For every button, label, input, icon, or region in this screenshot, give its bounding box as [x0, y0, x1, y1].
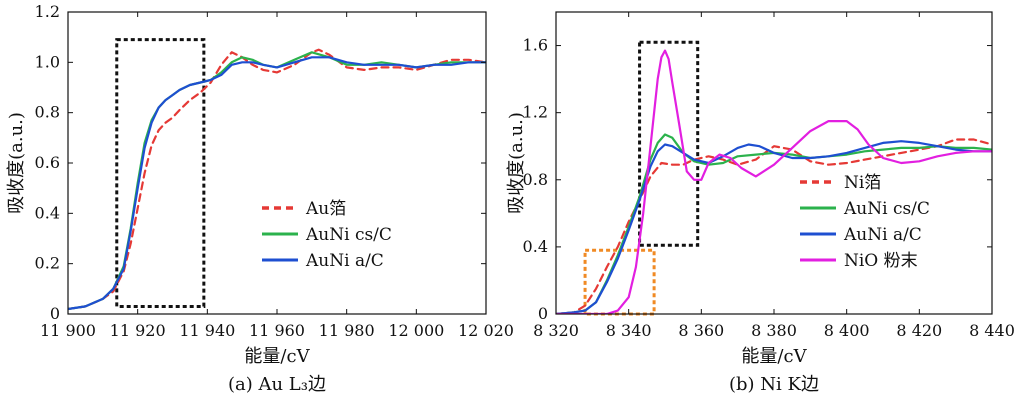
panel-caption: (a) Au L₃边	[228, 374, 326, 395]
legend-label-1: AuNi cs/C	[305, 225, 392, 245]
x-tick-label: 11 980	[319, 321, 375, 340]
panel-caption: (b) Ni K边	[729, 374, 819, 395]
series-line-3	[556, 49, 992, 314]
series-line-1	[556, 133, 992, 314]
legend-label-0: Au箔	[305, 199, 346, 219]
legend: Au箔 AuNi cs/C AuNi a/C	[262, 199, 392, 271]
x-axis-label: 能量/cV	[244, 346, 310, 367]
series-line-2	[68, 56, 486, 311]
series-group	[68, 48, 486, 311]
legend-label-2: AuNi a/C	[305, 251, 384, 271]
plot-frame	[67, 11, 487, 315]
y-tick-label: 0	[538, 304, 548, 323]
series-group	[556, 49, 992, 314]
x-tick-label: 11 960	[249, 321, 305, 340]
x-tick-label: 8 380	[751, 321, 797, 340]
x-tick-label: 11 920	[110, 321, 166, 340]
legend-label-1: AuNi cs/C	[843, 199, 930, 219]
y-tick-label: 0.8	[523, 170, 548, 189]
x-tick-label: 8 320	[533, 321, 579, 340]
y-axis-label: 吸收度(a.u.)	[506, 112, 527, 214]
panel-ni-k: 8 320 8 340 8 360 8 380 8 400 8 420 8 440 0 0.4 0…	[506, 11, 1015, 395]
legend: Ni箔 AuNi cs/C AuNi a/C NiO 粉末	[800, 173, 930, 271]
x-tick-label: 12 000	[388, 321, 444, 340]
series-line-0	[68, 48, 486, 311]
x-tick-label: 11 900	[40, 321, 96, 340]
x-tick-label: 8 360	[678, 321, 724, 340]
x-tick-label: 8 440	[969, 321, 1015, 340]
y-tick-label: 0.8	[35, 103, 60, 122]
legend-label-3: NiO 粉末	[844, 251, 918, 271]
legend-label-0: Ni箔	[844, 173, 881, 193]
series-line-1	[68, 51, 486, 311]
y-tick-label: 0.4	[523, 237, 548, 256]
highlight-box-0	[115, 38, 206, 308]
y-tick-label: 0	[50, 304, 60, 323]
series-line-0	[556, 138, 992, 314]
panel-au-l3: 11 900 11 920 11 940 11 960 11 980 12 000 12 0…	[6, 2, 514, 395]
y-tick-label: 0.6	[35, 153, 60, 172]
x-tick-label: 12 020	[458, 321, 514, 340]
y-tick-label: 1.6	[523, 36, 548, 55]
legend-label-2: AuNi a/C	[843, 225, 922, 245]
y-tick-label: 0.2	[35, 254, 60, 273]
highlight-box-1	[583, 248, 656, 316]
x-tick-label: 8 420	[896, 321, 942, 340]
series-line-2	[556, 140, 992, 314]
y-axis-label: 吸收度(a.u.)	[6, 112, 27, 214]
y-tick-label: 1.2	[523, 103, 548, 122]
y-tick-label: 0.4	[35, 203, 60, 222]
x-tick-label: 8 400	[824, 321, 870, 340]
x-tick-label: 11 940	[179, 321, 235, 340]
x-axis-label: 能量/cV	[741, 346, 807, 367]
x-tick-label: 8 340	[606, 321, 652, 340]
y-tick-label: 1.2	[35, 2, 60, 21]
highlight-box-0	[638, 40, 700, 247]
plot-frame	[555, 11, 993, 315]
y-tick-label: 1.0	[35, 52, 60, 71]
